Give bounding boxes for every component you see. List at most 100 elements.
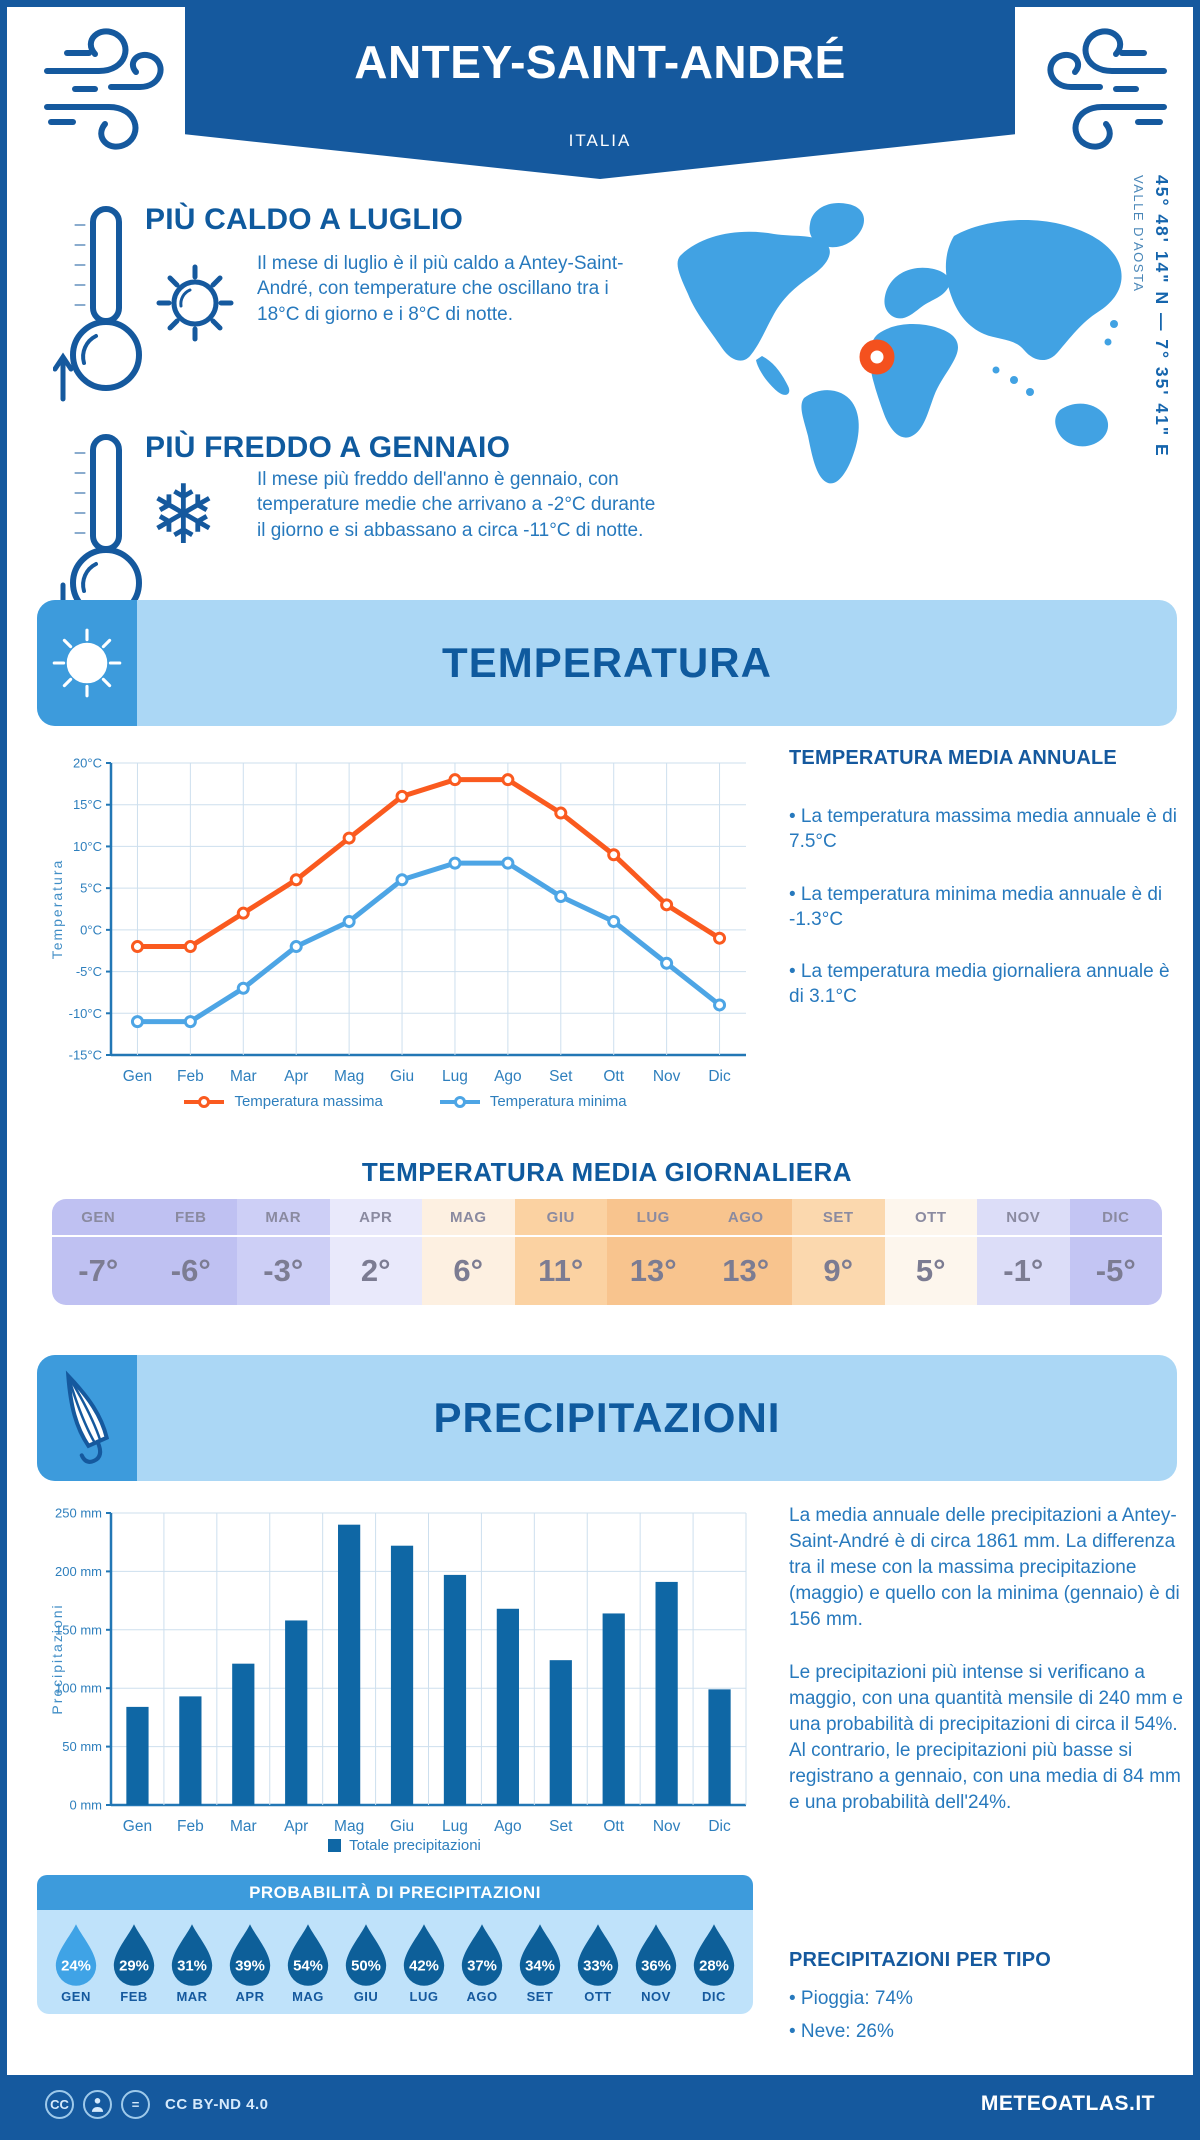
water-drop-icon: 36% — [635, 1924, 677, 1986]
svg-text:15°C: 15°C — [73, 797, 102, 812]
by-type-title: PRECIPITAZIONI PER TIPO — [789, 1949, 1052, 1971]
water-drop-icon: 34% — [519, 1924, 561, 1986]
svg-text:54%: 54% — [293, 1958, 323, 1974]
svg-text:Gen: Gen — [123, 1818, 152, 1835]
probability-drop-MAG: 54% MAG — [279, 1922, 337, 2004]
svg-text:100 mm: 100 mm — [55, 1681, 102, 1696]
water-drop-icon: 29% — [113, 1924, 155, 1986]
precipitation-bar-Nov — [655, 1581, 678, 1805]
precipitation-bar-Apr — [285, 1620, 308, 1805]
sun-icon — [156, 264, 234, 342]
page-title: ANTEY-SAINT-ANDRÉ — [354, 36, 846, 88]
svg-text:Mag: Mag — [334, 1818, 364, 1835]
svg-text:Ott: Ott — [603, 1068, 624, 1085]
svg-text:Dic: Dic — [708, 1068, 731, 1085]
precipitation-section-title: PRECIPITAZIONI — [433, 1394, 781, 1441]
svg-text:Lug: Lug — [442, 1068, 468, 1085]
svg-text:Apr: Apr — [284, 1068, 308, 1085]
svg-text:Set: Set — [549, 1068, 573, 1085]
svg-text:Nov: Nov — [653, 1068, 681, 1085]
svg-text:Apr: Apr — [284, 1818, 308, 1835]
drop-month-label: DIC — [702, 1989, 726, 2004]
month-header: APR — [329, 1199, 422, 1237]
svg-text:Dic: Dic — [708, 1818, 731, 1835]
month-mean-value: 13° — [607, 1237, 700, 1305]
site-label: METEOATLAS.IT — [980, 2092, 1155, 2115]
svg-text:Ago: Ago — [494, 1818, 522, 1835]
month-column-GEN: GEN -7° — [52, 1199, 145, 1305]
drop-month-label: SET — [526, 1989, 554, 2004]
precipitation-summary-1: La media annuale delle precipitazioni a … — [789, 1505, 1180, 1631]
svg-text:29%: 29% — [119, 1958, 149, 1974]
month-mean-value: -1° — [977, 1237, 1070, 1305]
temperature-section-banner: TEMPERATURA — [37, 600, 1177, 726]
month-mean-value: 6° — [422, 1237, 515, 1305]
drop-month-label: MAR — [176, 1989, 208, 2004]
probability-drop-LUG: 42% LUG — [395, 1922, 453, 2004]
month-mean-value: -7° — [52, 1237, 145, 1305]
month-header: OTT — [884, 1199, 977, 1237]
precipitation-bar-Feb — [179, 1696, 202, 1805]
hot-month-title: PIÙ CALDO A LUGLIO — [145, 203, 464, 236]
annual-temperature-panel: TEMPERATURA MEDIA ANNUALE • La temperatu… — [789, 747, 1183, 1037]
legend-item: Temperatura massima — [182, 1093, 383, 1110]
svg-text:Gen: Gen — [123, 1068, 152, 1085]
svg-text:250 mm: 250 mm — [55, 1506, 102, 1521]
water-drop-icon: 28% — [693, 1924, 735, 1986]
annual-max-bullet: • La temperatura massima media annuale è… — [789, 806, 1177, 853]
svg-text:Ago: Ago — [494, 1068, 522, 1085]
snow-bullet: • Neve: 26% — [789, 2021, 894, 2043]
svg-text:34%: 34% — [525, 1958, 555, 1974]
snowflake-icon: ❄ — [149, 470, 218, 561]
water-drop-icon: 50% — [345, 1924, 387, 1986]
region-label: VALLE D'AOSTA — [1131, 175, 1146, 293]
svg-text:-10°C: -10°C — [69, 1006, 102, 1021]
drop-month-label: GIU — [353, 1989, 379, 2004]
svg-text:Feb: Feb — [177, 1068, 204, 1085]
drop-month-label: NOV — [641, 1989, 671, 2004]
probability-drop-GEN: 24% GEN — [47, 1922, 105, 2004]
cc-by-person-icon — [83, 2089, 112, 2119]
umbrella-tile-icon — [37, 1355, 137, 1481]
probability-drop-SET: 34% SET — [511, 1922, 569, 2004]
probability-drop-FEB: 29% FEB — [105, 1922, 163, 2004]
month-mean-value: 9° — [792, 1237, 885, 1305]
svg-text:200 mm: 200 mm — [55, 1564, 102, 1579]
svg-text:Mar: Mar — [230, 1818, 257, 1835]
month-column-SET: SET 9° — [792, 1199, 885, 1305]
month-header: MAG — [422, 1199, 515, 1237]
probability-drop-DIC: 28% DIC — [685, 1922, 743, 2004]
thermometer-up-icon — [53, 206, 142, 402]
probability-drop-GIU: 50% GIU — [337, 1922, 395, 2004]
water-drop-icon: 33% — [577, 1924, 619, 1986]
month-column-LUG: LUG 13° — [607, 1199, 700, 1305]
water-drop-icon: 24% — [55, 1924, 97, 1986]
svg-text:39%: 39% — [235, 1958, 265, 1974]
month-header: FEB — [144, 1199, 237, 1237]
month-header: NOV — [977, 1199, 1070, 1237]
svg-text:Lug: Lug — [442, 1818, 468, 1835]
probability-title: PROBABILITÀ DI PRECIPITAZIONI — [37, 1875, 753, 1910]
month-column-FEB: FEB -6° — [144, 1199, 237, 1305]
precipitation-bar-Ott — [602, 1613, 625, 1805]
legend-item: Temperatura minima — [438, 1093, 627, 1110]
precipitation-bar-Lug — [443, 1574, 467, 1805]
svg-text:Giu: Giu — [390, 1818, 414, 1835]
month-mean-value: 11° — [514, 1237, 607, 1305]
probability-drop-AGO: 37% AGO — [453, 1922, 511, 2004]
drop-month-label: MAG — [292, 1989, 324, 2004]
svg-text:Precipitazioni: Precipitazioni — [49, 1603, 65, 1714]
month-header: SET — [792, 1199, 885, 1237]
precipitation-bar-Mag — [338, 1524, 361, 1805]
page-subtitle: ITALIA — [568, 131, 632, 150]
precipitation-chart-legend: Totale precipitazioni — [47, 1837, 762, 1854]
month-mean-value: 5° — [884, 1237, 977, 1305]
world-map — [677, 202, 1122, 484]
month-mean-value: 2° — [329, 1237, 422, 1305]
svg-text:Nov: Nov — [653, 1818, 681, 1835]
probability-drop-NOV: 36% NOV — [627, 1922, 685, 2004]
water-drop-icon: 54% — [287, 1924, 329, 1986]
svg-text:33%: 33% — [583, 1958, 613, 1974]
precipitation-bar-chart: 0 mm 50 mm 100 mm 150 mm 200 mm 250 mm Precipi… — [49, 1506, 747, 1835]
